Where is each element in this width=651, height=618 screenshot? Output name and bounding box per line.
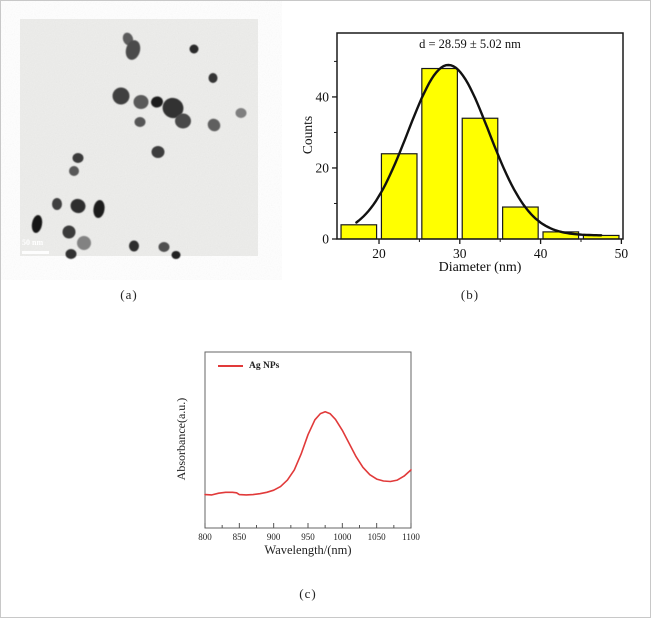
x-tick-label: 850 xyxy=(233,532,247,542)
x-tick-label: 1050 xyxy=(368,532,387,542)
tem-particle xyxy=(151,146,165,158)
histogram-x-axis-label: Diameter (nm) xyxy=(438,260,522,275)
histogram-bar xyxy=(340,224,378,240)
tem-particle xyxy=(93,200,105,218)
spectrum-line xyxy=(204,410,412,496)
x-tick-label: 900 xyxy=(267,532,281,542)
x-tick-label: 1000 xyxy=(333,532,352,542)
spectrum-legend: Ag NPs xyxy=(218,361,279,371)
axis-box xyxy=(204,351,412,529)
histogram-bar xyxy=(502,206,539,240)
x-tick-label: 20 xyxy=(372,246,386,261)
legend-line-swatch xyxy=(218,365,243,367)
caption-b: (b) xyxy=(460,287,480,302)
tem-particle xyxy=(133,95,149,109)
tem-micrograph xyxy=(20,19,258,259)
histogram-bar xyxy=(421,67,458,240)
histogram-y-axis-label: Counts xyxy=(300,115,315,155)
x-tick-label: 40 xyxy=(534,246,548,261)
tem-particle xyxy=(69,166,79,176)
histogram-chart: 20 30 40 50 0 20 40 xyxy=(316,32,629,261)
legend-label: Ag NPs xyxy=(249,361,280,371)
caption-a: (a) xyxy=(120,287,138,302)
tem-particle xyxy=(171,251,181,259)
tem-particle xyxy=(112,87,130,105)
axis-box xyxy=(336,32,624,240)
tem-scale-bar xyxy=(22,251,49,254)
tem-noise xyxy=(20,19,258,256)
y-tick-label: 20 xyxy=(316,160,330,175)
tem-particle xyxy=(189,44,199,54)
histogram-bar xyxy=(380,153,418,240)
x-tick-label: 50 xyxy=(615,246,629,261)
tem-particle xyxy=(134,117,146,127)
tem-particle xyxy=(162,97,184,119)
tem-particle xyxy=(52,198,62,210)
x-tick-label: 950 xyxy=(301,532,315,542)
tem-particle xyxy=(70,198,86,214)
x-tick-label: 30 xyxy=(453,246,467,261)
gaussian-fit-curve xyxy=(355,63,603,237)
caption-c: (c) xyxy=(299,586,317,601)
histogram-annotation: d = 28.59 ± 5.02 nm xyxy=(419,37,521,51)
tem-particle xyxy=(72,153,84,163)
tem-particle xyxy=(151,96,163,108)
tem-particle xyxy=(31,215,43,233)
tem-particle xyxy=(158,242,170,252)
tem-particle xyxy=(62,225,76,239)
x-tick-label: 1100 xyxy=(402,532,420,542)
tem-particle xyxy=(77,236,91,250)
tem-particle xyxy=(175,113,191,129)
y-tick-label: 40 xyxy=(316,89,330,104)
histogram-bar xyxy=(461,117,499,240)
spectrum-y-axis-label: Absorbance(a.u.) xyxy=(174,397,188,481)
tem-particle xyxy=(235,108,247,118)
y-tick-label: 0 xyxy=(322,232,329,247)
tem-scale-bar-label: 50 nm xyxy=(22,238,44,247)
tem-particle xyxy=(129,240,139,252)
tem-particle xyxy=(125,40,141,60)
tem-particle xyxy=(207,118,221,132)
absorbance-chart: 800 850 900 950 1000 1050 1100 xyxy=(198,351,420,542)
spectrum-x-axis-label: Wavelength/(nm) xyxy=(264,543,352,557)
tem-particle xyxy=(65,249,77,259)
tem-particle xyxy=(208,73,218,83)
x-tick-label: 800 xyxy=(198,532,212,542)
